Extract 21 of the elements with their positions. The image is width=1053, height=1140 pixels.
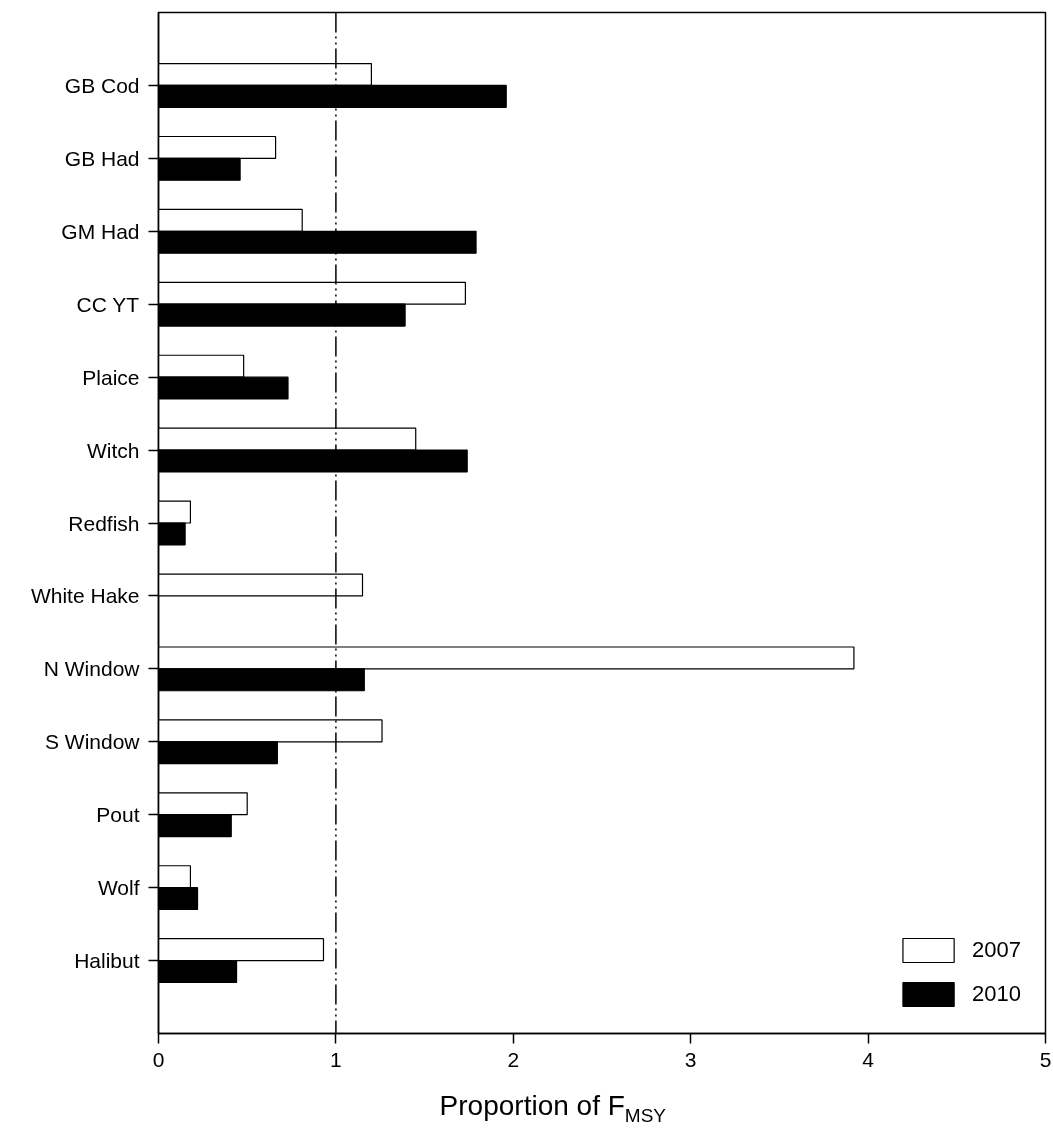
x-tick-label: 2	[507, 1047, 520, 1071]
y-tick-label: White Hake	[30, 584, 140, 608]
y-tick-label: Redfish	[68, 511, 140, 535]
x-tick-label: 0	[152, 1047, 165, 1071]
x-tick-label: 5	[1039, 1047, 1052, 1071]
y-tick-label: GB Had	[64, 146, 140, 170]
legend-label: 2010	[972, 981, 1021, 1007]
x-tick-label: 4	[862, 1047, 875, 1071]
y-tick-label: GM Had	[61, 219, 140, 243]
y-tick-label: Wolf	[97, 876, 140, 900]
x-tick-label: 1	[330, 1047, 342, 1071]
y-tick-label: N Window	[43, 657, 141, 681]
y-tick-label: Pout	[96, 803, 140, 827]
legend-label: 2007	[972, 937, 1021, 963]
y-tick-label: Witch	[87, 438, 140, 462]
y-tick-label: GB Cod	[64, 73, 140, 97]
y-tick-label: Plaice	[82, 365, 140, 389]
y-tick-label: Halibut	[74, 949, 140, 973]
y-tick-label: S Window	[44, 730, 141, 754]
x-tick-label: 3	[684, 1047, 697, 1071]
y-tick-label: CC YT	[76, 292, 140, 316]
